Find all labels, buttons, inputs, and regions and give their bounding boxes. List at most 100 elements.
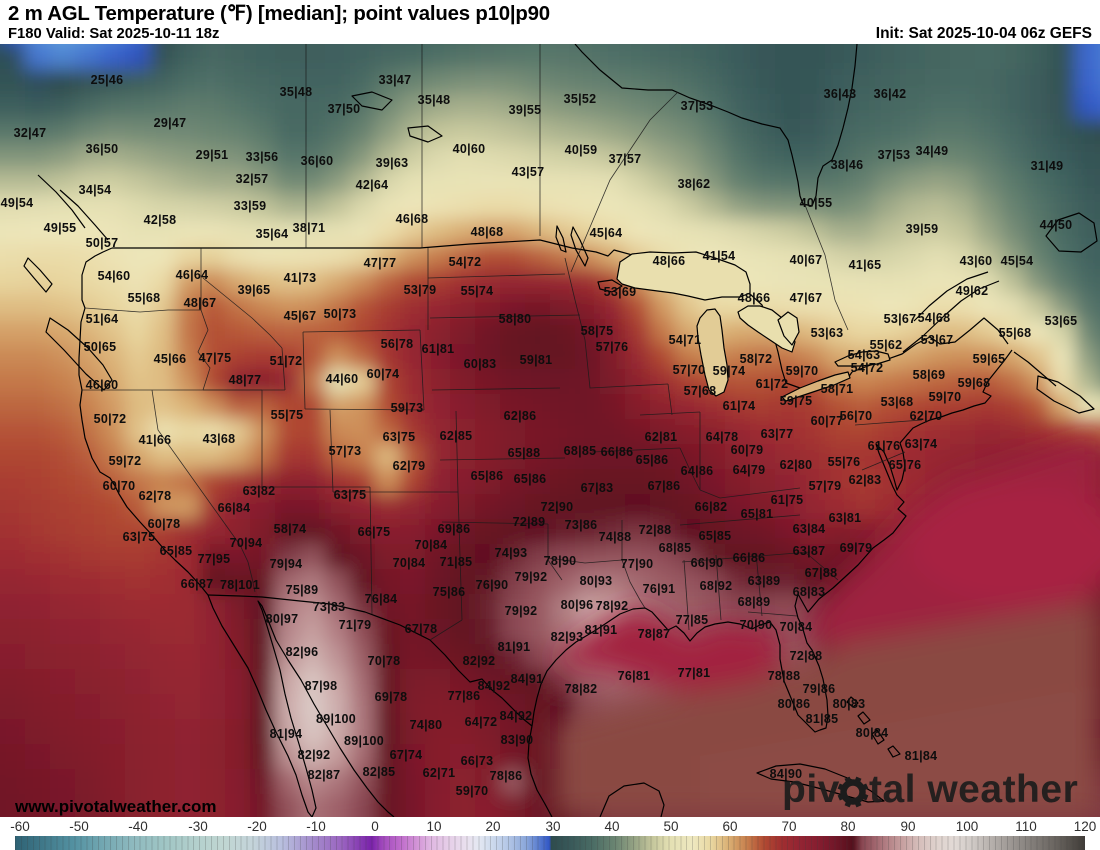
svg-text:82|85: 82|85 [363,765,396,779]
svg-text:82|92: 82|92 [463,654,496,668]
svg-text:63|82: 63|82 [243,484,276,498]
svg-text:36|42: 36|42 [874,87,907,101]
svg-text:62|86: 62|86 [504,409,537,423]
svg-text:62|83: 62|83 [849,473,882,487]
svg-text:67|78: 67|78 [405,622,438,636]
svg-text:54|68: 54|68 [918,311,951,325]
svg-text:34|54: 34|54 [79,183,112,197]
svg-text:82|96: 82|96 [286,645,319,659]
svg-text:53|79: 53|79 [404,283,437,297]
svg-text:73|83: 73|83 [313,600,346,614]
svg-text:59|70: 59|70 [786,364,819,378]
svg-text:80|93: 80|93 [580,574,613,588]
svg-text:77|81: 77|81 [678,666,711,680]
svg-text:70|94: 70|94 [230,536,263,550]
svg-text:47|67: 47|67 [790,291,823,305]
svg-text:74|80: 74|80 [410,718,443,732]
svg-text:65|76: 65|76 [889,458,922,472]
svg-text:72|88: 72|88 [639,523,672,537]
svg-text:83|90: 83|90 [501,733,534,747]
svg-text:64|72: 64|72 [465,715,498,729]
svg-text:58|80: 58|80 [499,312,532,326]
svg-text:55|75: 55|75 [271,408,304,422]
svg-text:78|101: 78|101 [220,578,260,592]
svg-text:44|50: 44|50 [1040,218,1073,232]
svg-text:38|71: 38|71 [293,221,326,235]
svg-text:62|71: 62|71 [423,766,456,780]
svg-text:78|86: 78|86 [490,769,523,783]
svg-text:65|85: 65|85 [160,544,193,558]
svg-text:51|64: 51|64 [86,312,119,326]
svg-text:65|86: 65|86 [471,469,504,483]
svg-text:76|90: 76|90 [476,578,509,592]
svg-text:35|64: 35|64 [256,227,289,241]
svg-text:40|60: 40|60 [453,142,486,156]
svg-text:57|76: 57|76 [596,340,629,354]
svg-text:61|75: 61|75 [771,493,804,507]
svg-text:39|65: 39|65 [238,283,271,297]
svg-text:62|70: 62|70 [910,409,943,423]
svg-text:81|91: 81|91 [585,623,618,637]
svg-text:50|57: 50|57 [86,236,119,250]
svg-text:77|86: 77|86 [448,689,481,703]
svg-text:66|75: 66|75 [358,525,391,539]
svg-text:62|79: 62|79 [393,459,426,473]
svg-text:67|86: 67|86 [648,479,681,493]
svg-text:54|72: 54|72 [449,255,482,269]
svg-text:38|46: 38|46 [831,158,864,172]
svg-text:37|53: 37|53 [878,148,911,162]
svg-text:45|67: 45|67 [284,309,317,323]
svg-text:62|80: 62|80 [780,458,813,472]
svg-text:67|74: 67|74 [390,748,423,762]
svg-text:59|72: 59|72 [109,454,142,468]
svg-text:53|67: 53|67 [884,312,917,326]
svg-text:78|88: 78|88 [768,669,801,683]
svg-text:65|86: 65|86 [636,453,669,467]
svg-text:68|83: 68|83 [793,585,826,599]
svg-text:60|83: 60|83 [464,357,497,371]
svg-text:36|50: 36|50 [86,142,119,156]
svg-text:43|60: 43|60 [960,254,993,268]
svg-text:75|86: 75|86 [433,585,466,599]
svg-text:54|60: 54|60 [98,269,131,283]
svg-text:63|89: 63|89 [748,574,781,588]
svg-text:82|93: 82|93 [551,630,584,644]
svg-text:58|75: 58|75 [581,324,614,338]
svg-text:63|75: 63|75 [123,530,156,544]
svg-text:81|94: 81|94 [270,727,303,741]
svg-text:84|92: 84|92 [500,709,533,723]
svg-text:64|78: 64|78 [706,430,739,444]
svg-text:68|89: 68|89 [738,595,771,609]
svg-text:47|77: 47|77 [364,256,397,270]
svg-text:71|85: 71|85 [440,555,473,569]
svg-text:78|90: 78|90 [544,554,577,568]
svg-text:36|60: 36|60 [301,154,334,168]
svg-text:www.pivotalweather.com: www.pivotalweather.com [14,797,217,816]
svg-text:37|50: 37|50 [328,102,361,116]
svg-text:69|79: 69|79 [840,541,873,555]
svg-text:65|81: 65|81 [741,507,774,521]
svg-text:82|92: 82|92 [298,748,331,762]
svg-text:79|94: 79|94 [270,557,303,571]
svg-text:34|49: 34|49 [916,144,949,158]
svg-text:54|71: 54|71 [669,333,702,347]
svg-text:74|93: 74|93 [495,546,528,560]
svg-text:82|87: 82|87 [308,768,341,782]
svg-text:35|48: 35|48 [280,85,313,99]
svg-text:56|78: 56|78 [381,337,414,351]
svg-text:66|86: 66|86 [733,551,766,565]
svg-text:46|68: 46|68 [396,212,429,226]
svg-text:41|65: 41|65 [849,258,882,272]
svg-text:69|78: 69|78 [375,690,408,704]
svg-text:70|84: 70|84 [415,538,448,552]
svg-text:79|86: 79|86 [803,682,836,696]
svg-text:72|89: 72|89 [513,515,546,529]
svg-text:65|85: 65|85 [699,529,732,543]
svg-text:57|73: 57|73 [329,444,362,458]
svg-text:58|69: 58|69 [913,368,946,382]
svg-text:64|79: 64|79 [733,463,766,477]
svg-text:59|75: 59|75 [780,394,813,408]
svg-text:44|60: 44|60 [326,372,359,386]
svg-text:72|90: 72|90 [541,500,574,514]
svg-text:37|57: 37|57 [609,152,642,166]
